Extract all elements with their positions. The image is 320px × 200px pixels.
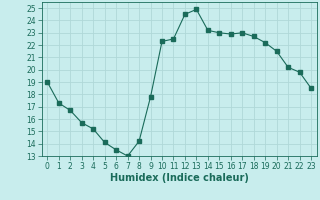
X-axis label: Humidex (Indice chaleur): Humidex (Indice chaleur): [110, 173, 249, 183]
